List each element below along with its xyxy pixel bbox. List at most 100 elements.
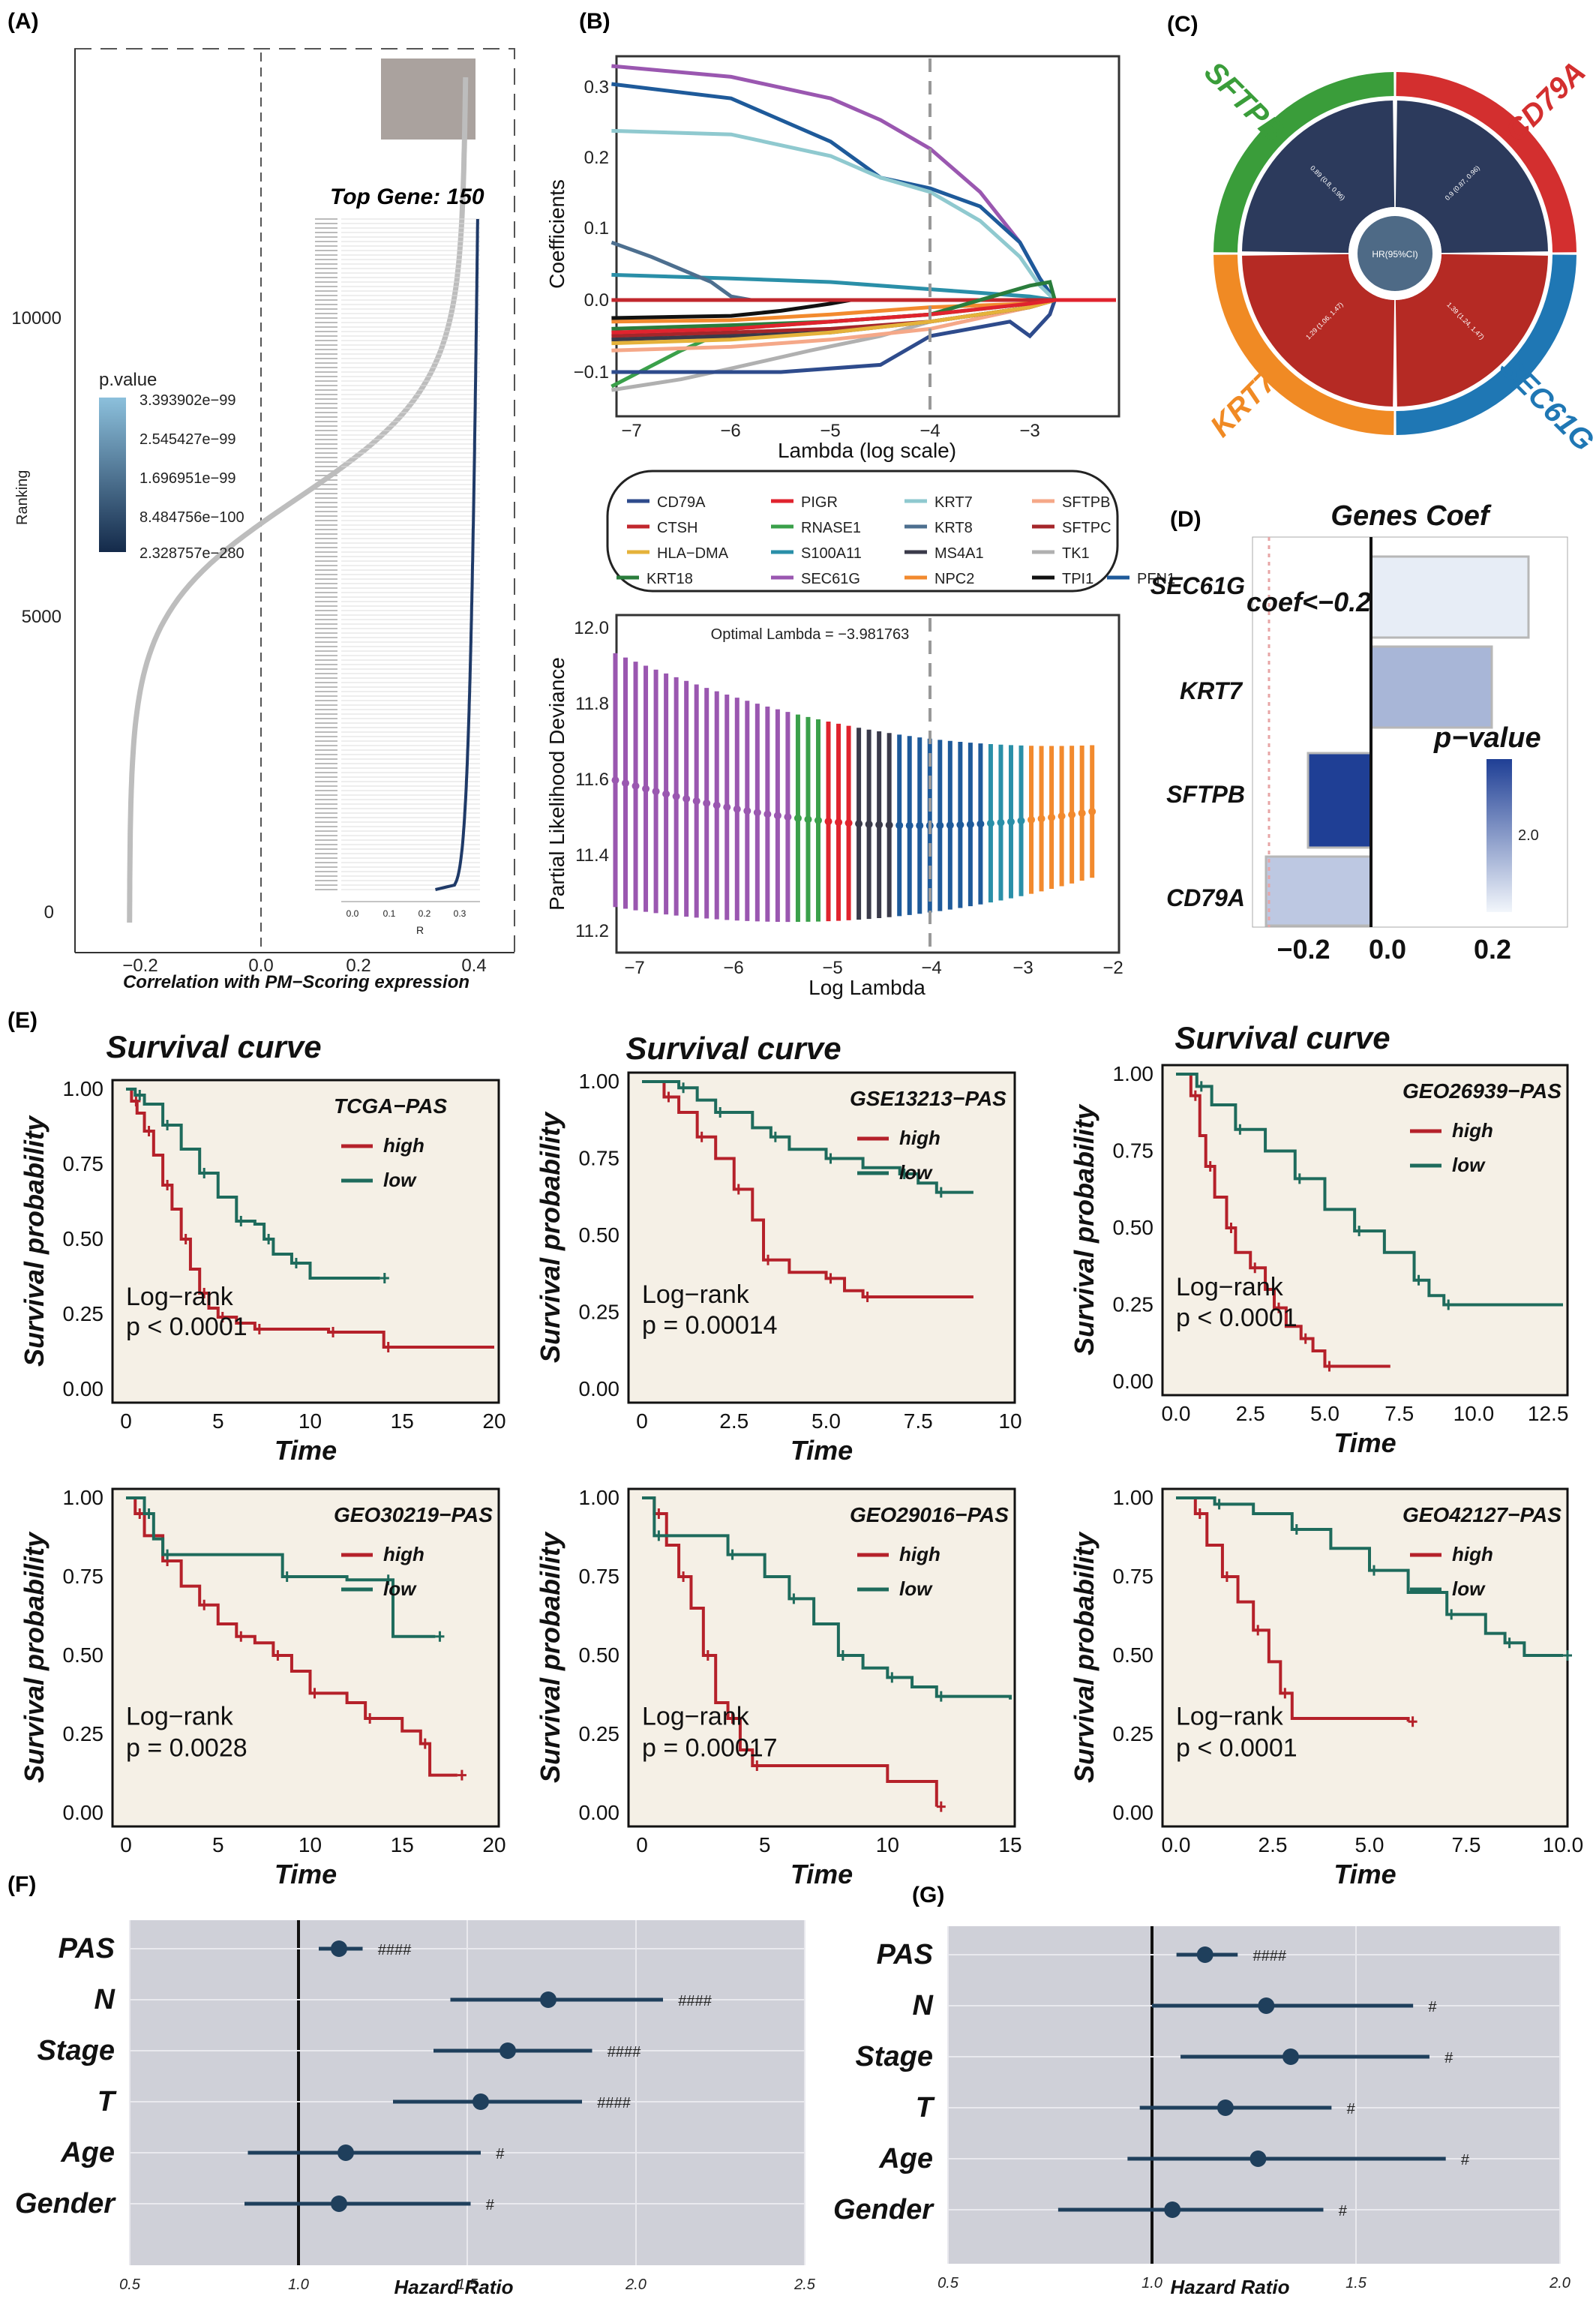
survival-x-tick: 20: [482, 1409, 506, 1433]
censor-mark-high: [200, 1288, 209, 1298]
legend-label-high: high: [899, 1543, 940, 1565]
censor-mark-low: [1563, 1650, 1572, 1661]
censor-mark-low: [282, 1571, 292, 1582]
forest-label-n: N: [913, 1990, 934, 2021]
survival-x-tick: 10: [298, 1409, 322, 1433]
legend-label-tk1: TK1: [1062, 545, 1090, 562]
coef-bar-sec61g: [1370, 555, 1530, 639]
panel-d-x-tick-0: −0.2: [1276, 934, 1330, 965]
censor-mark-high: [135, 1508, 145, 1519]
panel-b-coef-xlabel: Lambda (log scale): [778, 439, 956, 462]
censor-mark-low: [936, 1691, 946, 1702]
panel-a-xlabel: Correlation with PM−Scoring expression: [123, 972, 470, 992]
cv-point-47: [1088, 807, 1096, 815]
survival-x-tick: 5: [212, 1833, 224, 1856]
legend-label-low: low: [899, 1577, 933, 1600]
logrank-label: Log−rank: [1176, 1273, 1284, 1301]
panel-g-label: (G): [912, 1883, 944, 1907]
panel-a-y-tick-1: 5000: [22, 607, 62, 627]
survival-y-tick: 0.50: [63, 1643, 104, 1667]
panel-b-coef-y-tick-4: 0.3: [584, 77, 609, 98]
survival-x-tick: 5.0: [1355, 1833, 1384, 1856]
survival-ylabel: Survival probability: [1069, 1103, 1100, 1355]
censor-mark-low: [291, 1258, 301, 1268]
censor-mark-low: [936, 1187, 946, 1198]
survival-y-tick: 0.25: [579, 1301, 620, 1324]
panel-a-legend-value-2: 1.696951e−99: [140, 470, 236, 487]
panel-d-annotation: coef<−0.2: [1246, 587, 1371, 617]
censor-mark-high: [697, 1131, 706, 1142]
panel-a: (A) 0 5000 10000 Ranking −0.2 0.0 0.2 0.…: [8, 9, 515, 992]
legend-label-low: low: [383, 1577, 417, 1600]
panel-d-legend-title: p−value: [1433, 722, 1541, 754]
forest-sig-age: #: [496, 2146, 505, 2162]
censor-mark-high: [273, 1650, 283, 1661]
survival-dataset-name: TCGA−PAS: [334, 1094, 447, 1118]
panel-d: (D) Genes Coef SEC61G KRT7 SFTPB CD79A c…: [1150, 500, 1568, 965]
panel-b-coef-x-tick-0: −7: [621, 421, 641, 441]
censor-mark-low: [1504, 1637, 1514, 1649]
cv-point-4: [652, 788, 660, 796]
survival-dataset-name: GEO30219−PAS: [334, 1503, 493, 1526]
censor-mark-high: [1408, 1716, 1418, 1727]
forest-sig-age: #: [1461, 2152, 1470, 2168]
logrank-pvalue: p < 0.0001: [1176, 1304, 1298, 1332]
survival-y-tick: 1.00: [579, 1486, 620, 1509]
survival-y-tick: 0.50: [579, 1643, 620, 1667]
cv-point-8: [692, 797, 700, 805]
censor-mark-low: [789, 1593, 799, 1604]
survival-plot-1: Survival curve 0.00 0.25 0.50 0.75 1.00 0 2.5 5.…: [535, 1031, 1022, 1466]
forest-point-pas: [331, 1940, 347, 1957]
cv-point-12: [733, 805, 741, 813]
survival-x-tick: 15: [998, 1833, 1022, 1856]
survival-dataset-name: GSE13213−PAS: [850, 1087, 1006, 1110]
panel-d-legend-gradient: [1486, 759, 1512, 912]
censor-mark-high: [664, 1091, 674, 1103]
legend-label-sec61g: SEC61G: [801, 571, 860, 587]
panel-e-label: (E): [8, 1008, 38, 1033]
survival-x-tick: 7.5: [1452, 1833, 1481, 1856]
cv-point-32: [936, 821, 944, 830]
forest-point-age: [1250, 2150, 1267, 2167]
forest-point-age: [338, 2144, 354, 2161]
gene-label-cd79a: CD79A: [1499, 56, 1592, 149]
censor-mark-low: [1214, 1499, 1224, 1510]
panel-d-bars: [1264, 555, 1530, 927]
coef-path-1: [611, 82, 1116, 302]
wedge-sec61g: [1395, 254, 1548, 407]
panel-b-cv-bars: [611, 653, 1096, 923]
panel-f-forest: 0.5 1.0 1.5 2.0 2.5####PAS####N####Stage####…: [15, 1920, 816, 2293]
cv-point-14: [753, 809, 761, 817]
censor-mark-low: [144, 1508, 154, 1519]
panel-d-x-tick-2: 0.2: [1474, 934, 1511, 965]
legend-label-low: low: [1452, 1577, 1486, 1600]
logrank-pvalue: p = 0.00017: [642, 1733, 778, 1762]
forest-label-stage: Stage: [856, 2041, 933, 2072]
panel-b: (B) 0.3 0.2 0.1 0.0 −0.1 −7 −6 −5 −4 −3 …: [545, 9, 1175, 999]
cv-point-19: [804, 815, 812, 824]
censor-mark-low: [716, 1107, 725, 1118]
censor-mark-high: [1226, 1223, 1236, 1233]
survival-x-tick: 0.0: [1162, 1833, 1191, 1856]
survival-dataset-name: GEO26939−PAS: [1402, 1079, 1562, 1103]
survival-y-tick: 1.00: [1113, 1062, 1154, 1085]
legend-label-sftpc: SFTPC: [1062, 520, 1112, 536]
forest-label-t: T: [916, 2092, 935, 2123]
forest-x-tick: 2.0: [625, 2276, 646, 2293]
cv-point-43: [1048, 813, 1056, 821]
logrank-pvalue: p < 0.0001: [126, 1313, 248, 1341]
survival-y-tick: 0.00: [1113, 1801, 1154, 1824]
survival-y-tick: 0.25: [63, 1302, 104, 1325]
censor-mark-low: [679, 1082, 688, 1094]
coef-bar-krt7: [1370, 645, 1493, 729]
panel-b-legend-box: [606, 470, 1119, 593]
forest-label-age: Age: [60, 2137, 115, 2168]
survival-y-tick: 0.25: [1113, 1722, 1154, 1745]
forest-point-pas: [1196, 1946, 1214, 1963]
survival-x-tick: 0.0: [1162, 1402, 1191, 1425]
panel-b-cv-xlabel: Log Lambda: [808, 976, 926, 999]
forest-x-tick: 0.5: [119, 2276, 141, 2293]
logrank-pvalue: p = 0.00014: [642, 1311, 778, 1340]
